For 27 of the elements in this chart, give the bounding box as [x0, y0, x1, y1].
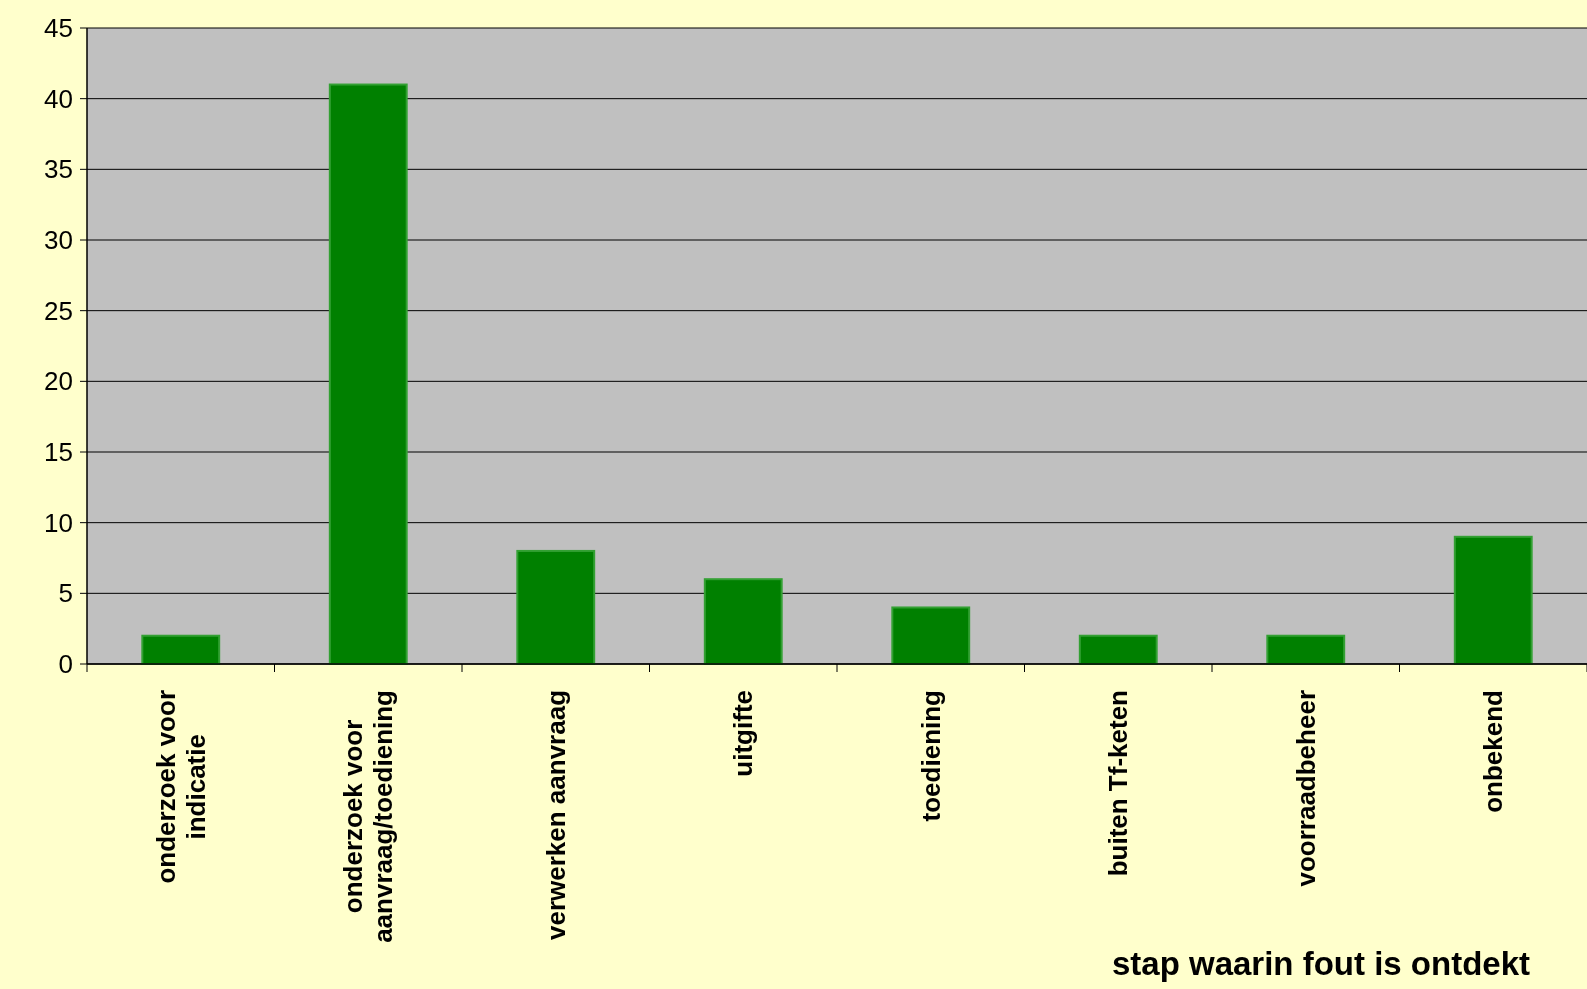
x-tick-label: onbekend [1478, 690, 1509, 813]
bar [703, 578, 783, 665]
x-axis-title: stap waarin fout is ontdekt [1111, 945, 1531, 982]
y-tick-label: 5 [58, 578, 73, 609]
y-tick-label: 10 [44, 507, 73, 538]
bar [516, 549, 596, 665]
y-tick-label: 40 [44, 83, 73, 114]
y-tick-label: 45 [44, 13, 73, 44]
bar [1078, 634, 1158, 665]
y-tick-label: 0 [58, 649, 73, 680]
bar [141, 634, 221, 665]
y-tick-label: 15 [44, 437, 73, 468]
y-tick-label: 35 [44, 154, 73, 185]
bar [891, 606, 971, 665]
x-tick-label: uitgifte [728, 689, 759, 777]
x-tick-label: onderzoek voor aanvraag/toediening [338, 690, 399, 943]
x-tick-label: buiten Tf-keten [1103, 689, 1134, 877]
y-tick-label: 25 [44, 295, 73, 326]
y-tick-label: 20 [44, 366, 73, 397]
y-tick-label: 30 [44, 225, 73, 256]
x-tick-label: toediening [915, 690, 946, 822]
x-tick-label: onderzoek voor indicatie [150, 690, 211, 884]
bar [328, 83, 408, 665]
x-tick-label: voorraadbeheer [1290, 690, 1321, 887]
x-tick-label: verwerken aanvraag [540, 690, 571, 941]
bar [1266, 634, 1346, 665]
bar [1453, 535, 1533, 665]
